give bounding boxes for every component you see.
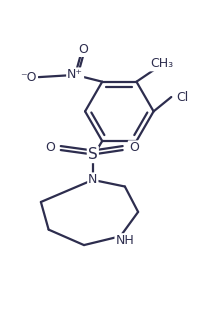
Text: CH₃: CH₃ bbox=[150, 57, 173, 70]
Text: NH: NH bbox=[116, 234, 134, 247]
Text: O: O bbox=[78, 43, 88, 56]
Text: O: O bbox=[129, 141, 139, 154]
Text: ⁻O: ⁻O bbox=[21, 71, 37, 84]
Text: O: O bbox=[45, 141, 55, 154]
Text: S: S bbox=[88, 147, 98, 162]
Text: Cl: Cl bbox=[176, 91, 189, 103]
Text: N: N bbox=[88, 173, 97, 186]
Text: N⁺: N⁺ bbox=[67, 68, 83, 81]
